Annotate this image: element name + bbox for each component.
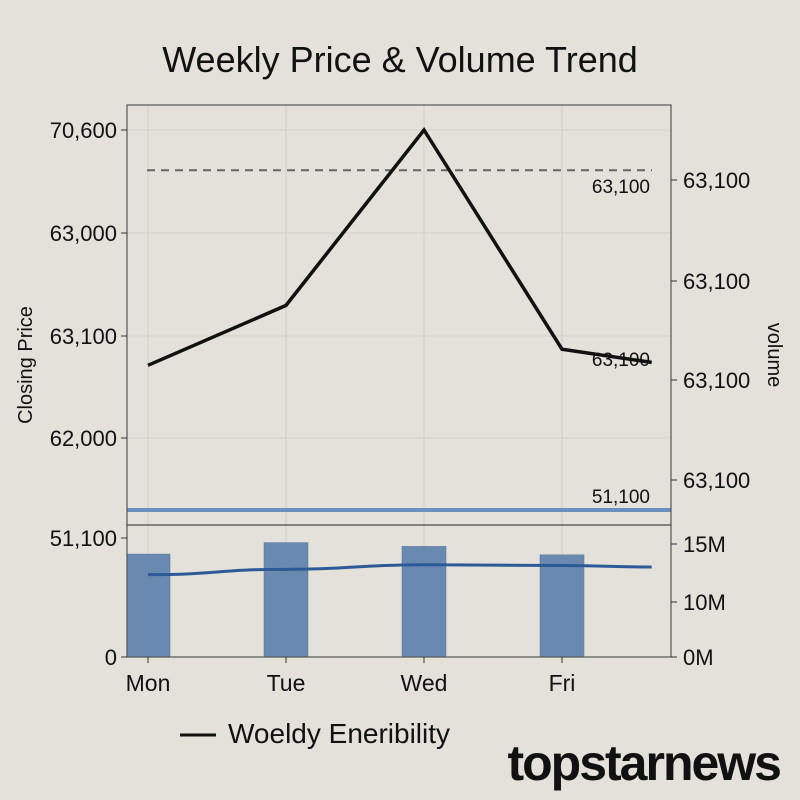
top-panel-frame: [126, 104, 672, 526]
x-tick-label: Mon: [126, 670, 171, 696]
volume-bars: [126, 542, 585, 658]
bottom-panel-frame: [126, 524, 672, 658]
x-tick-label: Tue: [267, 670, 306, 696]
volume-bar: [126, 553, 171, 658]
volume-bar: [401, 546, 447, 658]
grid-lines: [127, 105, 671, 657]
tick-labels: 70,60063,00063,10062,00063,10063,10063,1…: [50, 118, 751, 696]
left-tick-label: 63,000: [50, 221, 117, 246]
price-line: [147, 126, 652, 367]
right-tick-label: 63,100: [683, 168, 750, 193]
price-line-end-label: 63,100: [592, 350, 650, 371]
volume-trend-line: [147, 563, 652, 577]
volume-bar: [539, 554, 585, 658]
reference-line-label: 51,100: [592, 487, 650, 508]
right-tick-label: 63,100: [683, 468, 750, 493]
volume-bar: [263, 542, 309, 658]
series-lines: 63,100: [147, 126, 652, 577]
left-axis-label: Closing Price: [15, 306, 37, 424]
chart-title: Weekly Price & Volume Trend: [162, 39, 638, 80]
left-volume-tick-label: 51,100: [50, 526, 117, 551]
legend-label: Woeldy Eneribility: [228, 718, 450, 749]
right-tick-label: 63,100: [683, 269, 750, 294]
right-tick-label: 63,100: [683, 368, 750, 393]
left-tick-label: 62,000: [50, 426, 117, 451]
reference-line-label: 63,100: [592, 177, 650, 198]
right-axis-label: volume: [763, 323, 785, 387]
reference-lines: 63,100 51,100: [127, 169, 671, 512]
x-tick-label: Wed: [401, 670, 448, 696]
watermark-logo: topstarnews: [507, 735, 780, 791]
right-volume-tick-label: 15M: [683, 532, 726, 557]
left-tick-label: 70,600: [50, 118, 117, 143]
left-volume-tick-label: 0: [105, 645, 117, 670]
left-tick-label: 63,100: [50, 324, 117, 349]
x-tick-label: Fri: [549, 670, 576, 696]
right-volume-tick-label: 10M: [683, 590, 726, 615]
right-volume-tick-label: 0M: [683, 645, 714, 670]
